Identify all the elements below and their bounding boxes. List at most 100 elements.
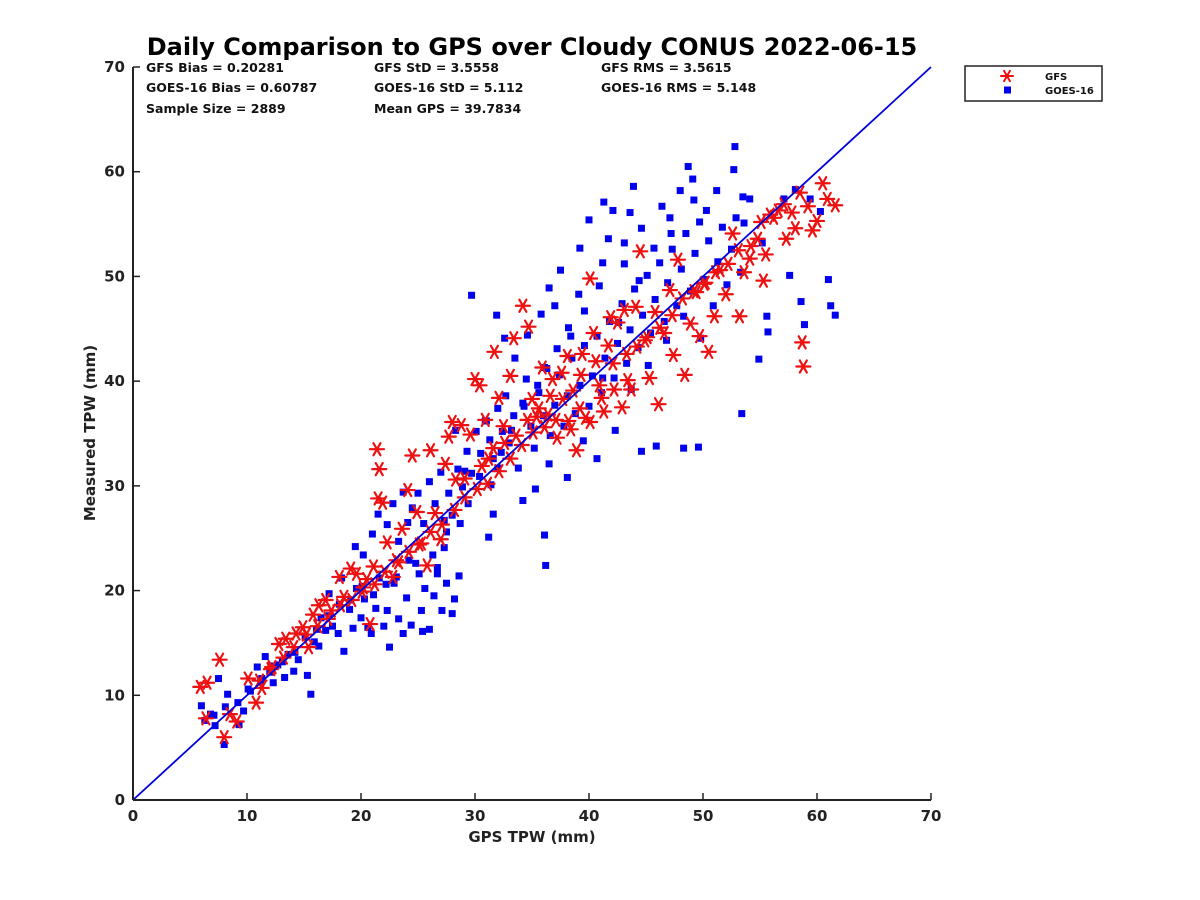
goes16-point — [571, 410, 579, 418]
gfs-point — [547, 412, 565, 428]
goes16-point — [553, 345, 561, 353]
goes16-point — [359, 551, 367, 559]
goes16-point — [433, 564, 441, 572]
goes16-point — [322, 626, 330, 634]
goes16-point — [579, 437, 587, 445]
goes16-point — [501, 334, 509, 342]
goes16-point — [523, 331, 531, 339]
goes16-point — [407, 621, 415, 629]
goes16-point — [651, 295, 659, 303]
goes16-point — [383, 606, 391, 614]
goes16-point — [606, 317, 614, 325]
gfs-point — [523, 391, 541, 407]
goes16-point — [664, 279, 672, 287]
stat-text: Sample Size = 2889 — [146, 101, 286, 116]
goes16-point — [658, 202, 666, 210]
gfs-point — [593, 390, 610, 406]
goes16-point — [568, 354, 576, 362]
goes16-point — [261, 653, 269, 661]
goes16-point — [360, 595, 368, 603]
goes16-point — [389, 500, 397, 508]
gfs-point — [582, 414, 599, 430]
gfs-point — [664, 308, 681, 323]
goes16-point — [534, 381, 542, 389]
goes16-point — [430, 592, 438, 600]
gfs-point — [507, 428, 525, 443]
goes16-point — [433, 570, 441, 578]
goes16-point — [340, 647, 348, 655]
x-axis-label: GPS TPW (mm) — [468, 828, 595, 846]
goes16-point — [691, 249, 699, 257]
gfs-point — [530, 401, 547, 416]
goes16-point — [455, 572, 463, 580]
gfs-point — [485, 440, 502, 456]
gfs-point — [571, 401, 588, 416]
gfs-point — [585, 325, 602, 341]
gfs-point — [700, 344, 717, 359]
goes16-point — [611, 426, 619, 434]
goes16-point — [535, 389, 543, 397]
goes16-point — [408, 504, 416, 512]
gfs-point — [505, 331, 522, 346]
goes16-point — [585, 216, 593, 224]
goes16-point — [666, 214, 674, 222]
gfs-point — [496, 435, 513, 451]
gfs-point — [490, 390, 508, 406]
gfs-point — [427, 505, 444, 521]
gfs-point — [199, 675, 216, 690]
goes16-point — [497, 448, 505, 456]
goes16-point — [690, 196, 698, 204]
goes16-point — [764, 328, 772, 336]
goes16-point — [346, 605, 354, 613]
stat-text: GFS StD = 3.5558 — [374, 60, 499, 75]
goes16-point — [637, 224, 645, 232]
y-tick-label: 60 — [104, 163, 125, 181]
goes16-point — [800, 321, 808, 329]
gfs-point — [731, 309, 748, 324]
goes16-point — [215, 675, 222, 683]
goes16-point — [643, 271, 651, 279]
gfs-point — [787, 221, 804, 236]
goes16-point — [368, 530, 376, 538]
x-tick-label: 20 — [351, 807, 372, 825]
y-tick-label: 50 — [104, 267, 125, 285]
gfs-point — [623, 382, 640, 397]
goes16-point — [668, 245, 676, 253]
goes16-point — [746, 195, 754, 203]
goes16-point — [637, 447, 645, 455]
gfs-point — [749, 231, 766, 246]
x-tick-label: 40 — [579, 807, 600, 825]
goes16-point — [357, 614, 365, 622]
gfs-point — [757, 247, 774, 262]
goes16-point — [456, 520, 464, 528]
goes16-point — [429, 551, 437, 559]
gfs-point — [616, 302, 633, 318]
goes16-point — [493, 311, 501, 319]
goes16-point — [600, 198, 608, 206]
gfs-point — [560, 413, 577, 429]
gfs-point — [514, 298, 531, 313]
goes16-point — [334, 630, 342, 638]
gfs-point — [696, 276, 713, 291]
gfs-point — [368, 442, 386, 457]
goes16-point — [673, 302, 681, 310]
gfs-point — [783, 205, 801, 220]
gfs-point — [456, 471, 473, 486]
gfs-point — [794, 335, 811, 350]
goes16-point — [545, 460, 553, 468]
x-tick-label: 70 — [921, 807, 942, 825]
gfs-point — [619, 372, 636, 388]
legend-goes16-marker — [1004, 86, 1011, 94]
stat-text: GOES-16 RMS = 5.148 — [601, 80, 756, 95]
x-tick-label: 0 — [128, 807, 138, 825]
goes16-point — [567, 332, 575, 340]
gfs-point — [574, 346, 591, 362]
gfs-point — [480, 451, 497, 466]
gfs-point — [562, 422, 579, 437]
goes16-point — [663, 336, 671, 344]
gfs-point — [404, 448, 421, 463]
gfs-point — [778, 231, 795, 246]
goes16-point — [718, 223, 726, 231]
goes16-point — [541, 531, 549, 539]
gfs-point — [519, 412, 536, 428]
